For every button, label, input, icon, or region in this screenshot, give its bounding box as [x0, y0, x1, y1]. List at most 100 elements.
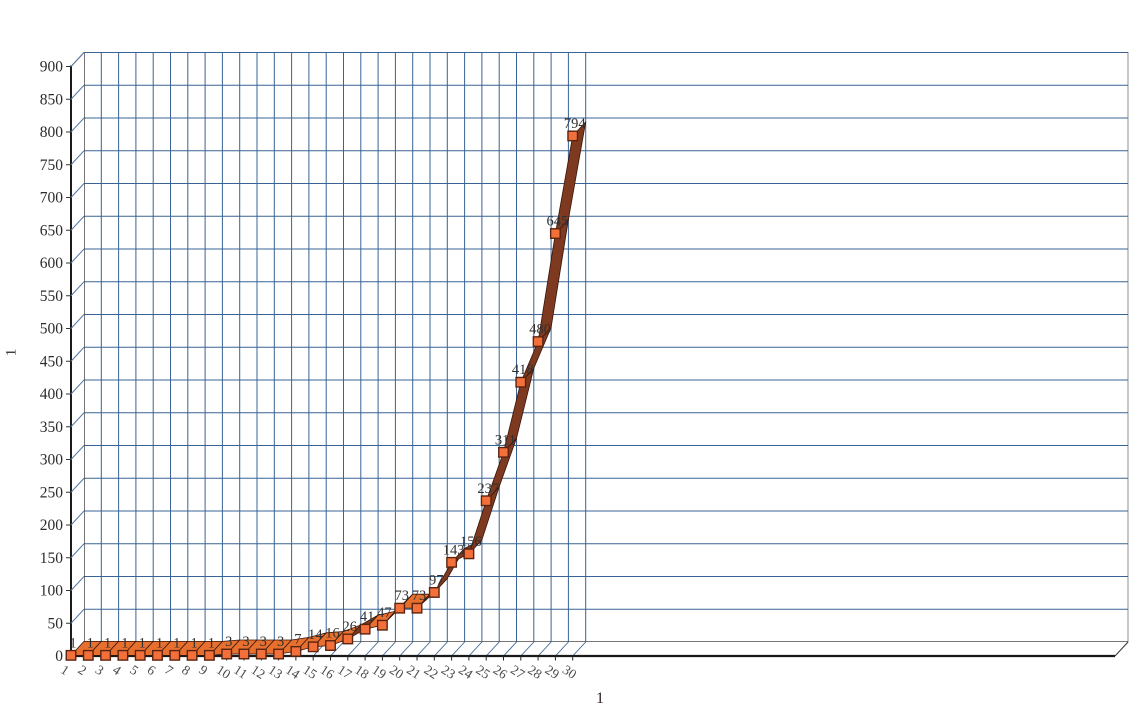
y-tick-label: 300	[40, 452, 64, 469]
data-point-marker	[186, 649, 198, 661]
y-axis-title: 1	[3, 348, 20, 357]
data-point-marker	[203, 649, 215, 661]
data-point-marker	[567, 130, 579, 142]
data-point-label: 311	[495, 432, 516, 448]
data-point-label: 794	[564, 116, 587, 132]
x-tick-label: 11	[231, 662, 250, 682]
y-tick-label: 700	[40, 190, 64, 207]
x-tick-label: 9	[197, 662, 211, 678]
data-point-label: 1	[87, 635, 94, 651]
y-tick-label: 0	[55, 648, 63, 665]
x-tick-label: 12	[248, 662, 267, 682]
data-point-label: 1	[139, 635, 146, 651]
data-point-marker	[515, 376, 527, 388]
data-point-marker	[498, 446, 509, 458]
x-tick-label: 2	[75, 662, 89, 678]
data-point-marker	[359, 623, 371, 635]
data-point-label: 47	[377, 605, 392, 621]
y-tick-label: 900	[40, 59, 64, 76]
data-point-marker	[463, 548, 475, 560]
x-tick-label: 14	[283, 662, 303, 682]
data-point-label: 16	[325, 626, 340, 642]
data-point-marker	[238, 648, 250, 660]
data-point-label: 73	[394, 588, 409, 604]
x-tick-label: 17	[335, 662, 355, 682]
data-point-marker	[152, 649, 163, 661]
data-point-label: 3	[260, 634, 267, 650]
y-tick-label: 750	[40, 157, 64, 174]
x-tick-label: 3	[93, 662, 107, 678]
data-point-label: 480	[529, 322, 551, 338]
x-tick-label: 7	[162, 662, 176, 678]
data-point-marker	[134, 649, 146, 661]
x-tick-label: 25	[473, 662, 493, 682]
x-tick-label: 8	[179, 662, 193, 678]
x-tick-label: 28	[525, 662, 545, 682]
x-tick-label: 13	[266, 662, 286, 682]
data-point-label: 418	[512, 362, 534, 378]
data-point-marker	[532, 336, 544, 348]
data-point-marker	[480, 495, 492, 507]
y-tick-label: 450	[40, 353, 64, 370]
data-point-label: 3	[242, 634, 249, 650]
x-tick-label: 21	[404, 662, 423, 682]
x-tick-label: 29	[543, 662, 563, 682]
y-axis: 0 50 100 150 200 250 300 350 400 450 500 550 600 650 7…	[40, 52, 85, 665]
data-point-marker	[117, 649, 129, 661]
y-tick-label: 550	[40, 288, 64, 305]
y-tick-label: 150	[40, 550, 64, 567]
x-tick-label: 4	[110, 662, 124, 678]
x-tick-label: 20	[387, 662, 407, 682]
data-point-label: 645	[547, 214, 569, 230]
x-tick-label: 22	[421, 662, 440, 682]
data-point-marker	[376, 619, 388, 631]
y-tick-label: 850	[40, 91, 64, 108]
data-point-label: 97	[429, 572, 444, 588]
data-point-label: 26	[343, 619, 358, 635]
y-tick-label: 400	[40, 386, 64, 403]
y-tick-label: 800	[40, 124, 64, 141]
data-point-label: 1	[69, 635, 76, 651]
data-point-marker	[221, 648, 233, 660]
data-point-marker	[65, 649, 77, 661]
data-point-marker	[169, 649, 181, 661]
data-point-marker	[307, 641, 319, 653]
x-axis-title: 1	[596, 690, 604, 707]
data-point-label: 73	[412, 588, 427, 604]
y-tick-label: 200	[40, 517, 64, 534]
x-tick-label: 10	[214, 662, 234, 682]
y-tick-label: 350	[40, 419, 64, 436]
data-point-marker	[411, 602, 423, 614]
data-point-marker	[255, 648, 267, 660]
y-tick-label: 100	[40, 583, 64, 600]
data-point-label: 237	[477, 481, 499, 497]
x-tick-label: 27	[508, 662, 528, 682]
data-point-label: 1	[173, 635, 180, 651]
x-tick-label: 26	[491, 662, 511, 682]
x-tick-label: 16	[318, 662, 338, 682]
data-point-marker	[428, 587, 440, 598]
data-point-label: 41	[360, 609, 375, 625]
x-tick-label: 24	[456, 662, 476, 682]
x-tick-label: 5	[127, 662, 141, 678]
data-point-marker	[446, 556, 458, 568]
y-tick-label: 50	[48, 615, 64, 632]
data-point-marker	[325, 640, 336, 651]
data-point-label: 7	[294, 631, 301, 647]
data-point-marker	[549, 228, 561, 239]
y-tick-label: 650	[40, 222, 64, 239]
y-tick-label: 250	[40, 484, 64, 501]
series-markers	[65, 130, 579, 661]
data-point-marker	[342, 633, 354, 645]
x-tick-label: 30	[560, 662, 580, 682]
x-tick-label: 19	[370, 662, 390, 682]
data-point-label: 3	[277, 634, 284, 650]
y-tick-label: 500	[40, 321, 64, 338]
data-point-marker	[82, 649, 94, 661]
x-tick-label: 6	[145, 662, 159, 678]
data-point-label: 14	[308, 627, 323, 643]
data-point-label: 1	[104, 635, 111, 651]
